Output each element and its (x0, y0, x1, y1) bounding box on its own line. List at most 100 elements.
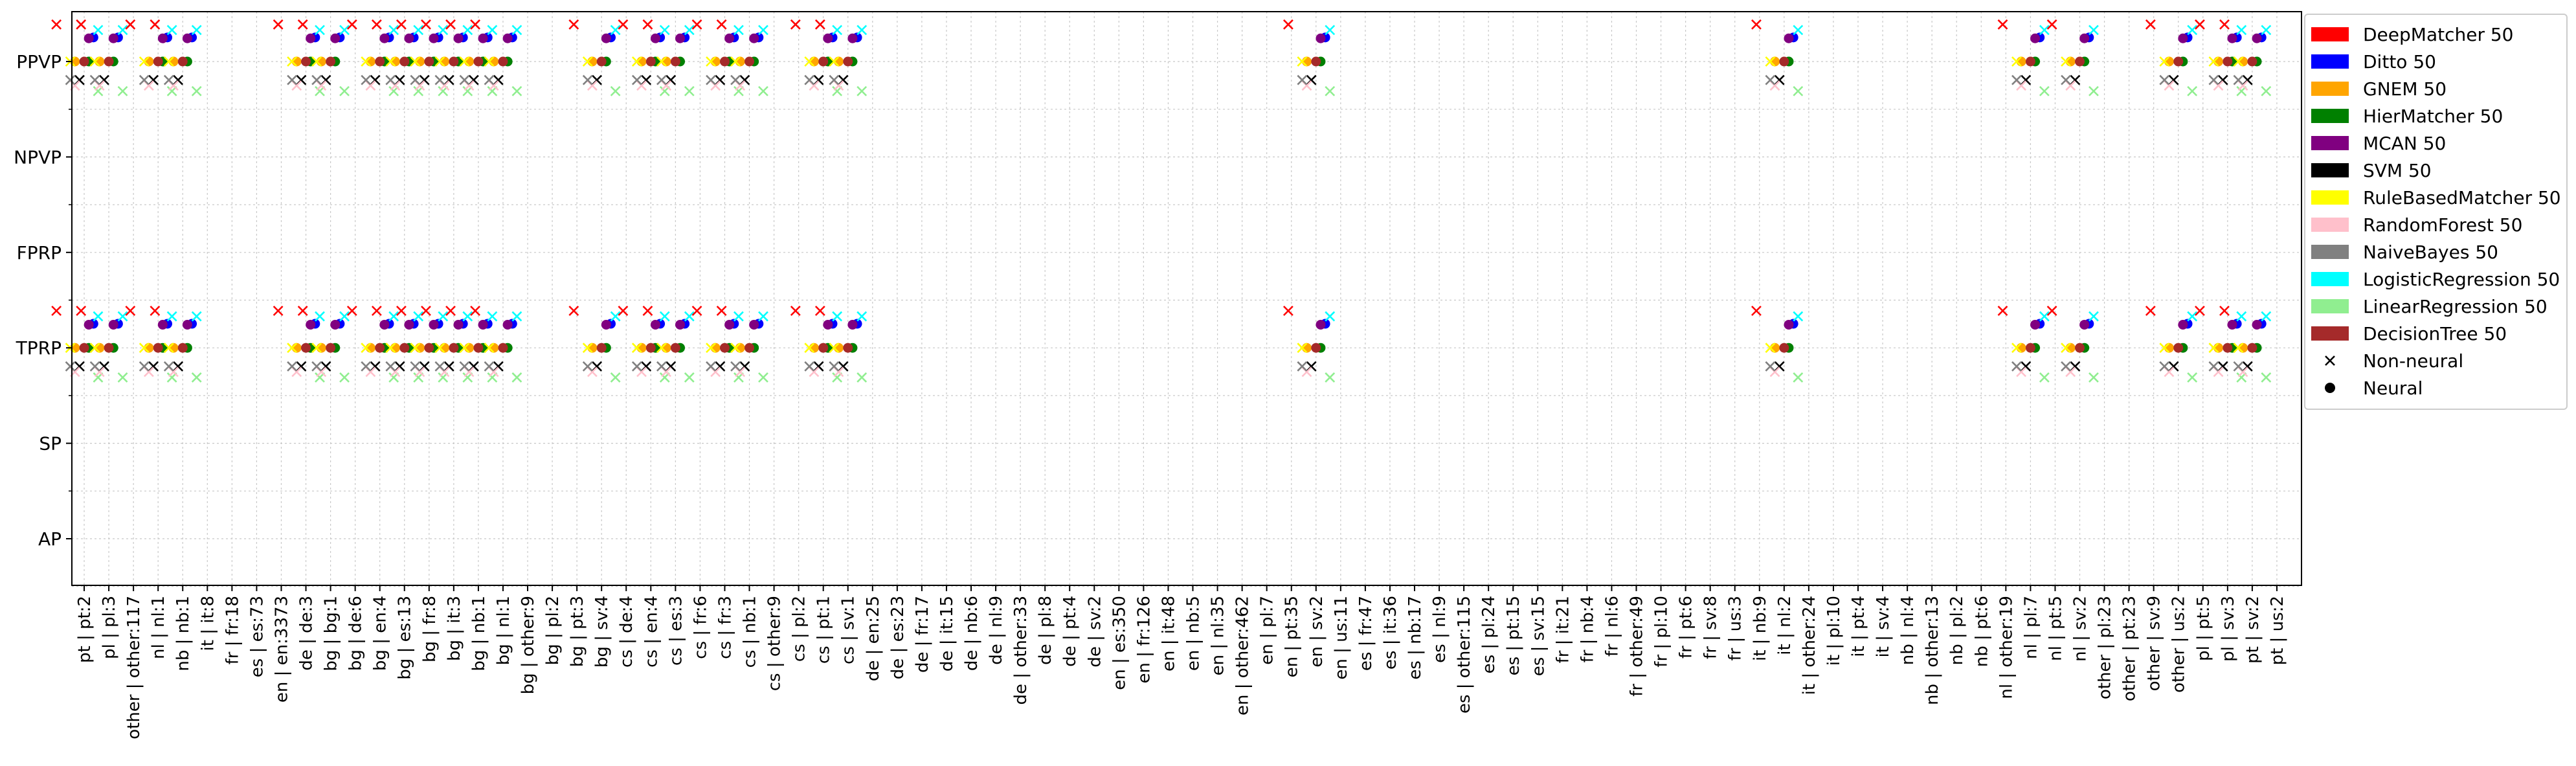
x-tick-label: de | sv:2 (1085, 596, 1104, 668)
x-stroke (642, 306, 653, 316)
x-tick-label: cs | nb:1 (741, 596, 760, 668)
x-tick-label: cs | fr:6 (691, 596, 710, 659)
data-point (2223, 56, 2233, 67)
data-point (659, 25, 670, 36)
data-point (684, 25, 695, 36)
data-point (182, 319, 192, 330)
x-stroke (716, 19, 727, 30)
data-point (829, 56, 840, 67)
x-stroke (684, 25, 695, 36)
data-point (326, 56, 336, 67)
data-point (511, 25, 522, 36)
data-point (93, 311, 104, 322)
x-stroke (438, 311, 449, 322)
data-point (388, 311, 399, 322)
data-point (642, 306, 653, 316)
data-point (2195, 19, 2205, 30)
x-stroke (168, 366, 179, 377)
data-point (144, 343, 154, 353)
data-point (2208, 361, 2219, 372)
x-tick-label: de | nb:6 (962, 596, 981, 671)
x-stroke (191, 25, 202, 36)
x-stroke (339, 311, 350, 322)
x-stroke (117, 311, 128, 322)
data-point (449, 343, 459, 353)
data-point (390, 343, 400, 353)
x-tick-label: bg | it:3 (445, 596, 464, 661)
data-point (51, 306, 62, 316)
x-stroke (2208, 74, 2219, 85)
data-point (484, 56, 495, 67)
data-points (51, 19, 2272, 383)
x-tick-label: fr | sv:8 (1701, 596, 1721, 659)
data-point (487, 25, 498, 36)
x-stroke (94, 366, 105, 377)
x-stroke (2159, 343, 2170, 354)
data-point (2061, 56, 2071, 67)
data-point (166, 311, 177, 322)
x-stroke (346, 306, 357, 316)
data-point (2238, 343, 2248, 353)
data-point (287, 343, 297, 354)
data-point (2159, 56, 2170, 67)
x-stroke (2011, 74, 2022, 85)
data-point (610, 25, 621, 36)
x-stroke (365, 366, 376, 377)
data-point (1784, 319, 1794, 330)
x-tick-label: es | es:73 (247, 596, 267, 677)
data-point (582, 56, 593, 67)
data-point (716, 19, 727, 30)
x-stroke (568, 19, 579, 30)
x-stroke (191, 85, 202, 96)
data-point (2219, 306, 2230, 316)
x-stroke (2011, 361, 2022, 372)
data-point (601, 319, 611, 330)
data-point (2145, 306, 2156, 316)
x-stroke (166, 25, 177, 36)
x-stroke (832, 25, 843, 36)
data-point (484, 361, 495, 372)
x-stroke (434, 361, 445, 372)
grid (72, 12, 2302, 587)
x-stroke (2187, 311, 2198, 322)
x-stroke (371, 306, 382, 316)
x-stroke (93, 25, 104, 36)
x-tick-label: bg | en:4 (371, 596, 390, 671)
x-stroke (758, 85, 768, 96)
x-stroke (410, 56, 421, 67)
data-point (287, 74, 297, 85)
x-stroke (2213, 80, 2224, 91)
data-point (470, 306, 480, 316)
x-stroke (684, 85, 695, 96)
x-stroke (1301, 80, 1312, 91)
x-tick-label: it | pl:10 (1824, 596, 1844, 666)
data-point (610, 85, 621, 96)
legend: DeepMatcher 50 Ditto 50 GNEM 50 HierMatcher… (2304, 14, 2568, 410)
x-stroke (316, 80, 327, 91)
x-tick-label: bg | nb:1 (469, 596, 489, 671)
data-point (291, 56, 302, 67)
data-point (301, 343, 311, 353)
x-tick-label: bg | es:13 (396, 596, 415, 680)
data-point (2061, 361, 2071, 372)
x-stroke (511, 85, 522, 96)
data-point (691, 19, 702, 30)
x-stroke (582, 74, 593, 85)
x-stroke (1765, 74, 1776, 85)
y-tick-label: PPVP (16, 51, 62, 73)
data-point (809, 56, 819, 67)
data-point (390, 56, 400, 67)
data-point (1297, 56, 1308, 67)
data-point (84, 33, 94, 43)
data-point (2208, 74, 2219, 85)
data-point (1311, 343, 1321, 353)
x-stroke (2159, 74, 2170, 85)
data-point (445, 306, 456, 316)
x-tick-label: es | it:36 (1381, 596, 1400, 670)
data-point (459, 361, 470, 372)
data-point (315, 311, 325, 322)
x-tick-label: nl | pt:5 (2046, 596, 2065, 661)
x-stroke (339, 25, 350, 36)
x-stroke (484, 74, 495, 85)
data-point (306, 319, 316, 330)
